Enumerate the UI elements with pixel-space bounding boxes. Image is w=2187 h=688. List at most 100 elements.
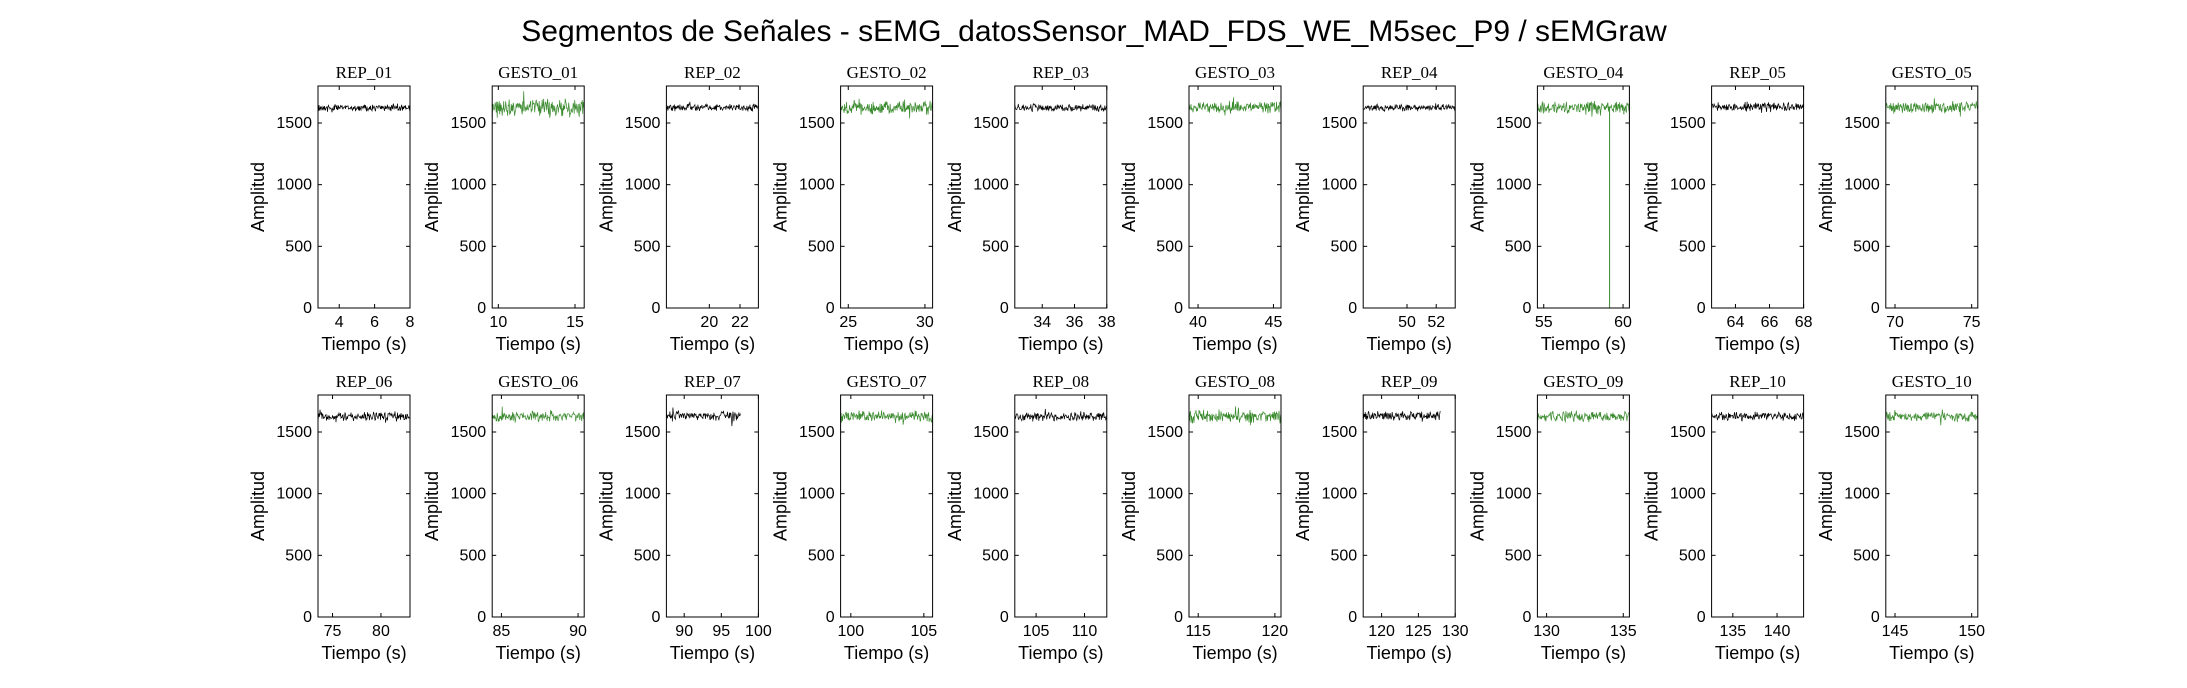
y-tick-label: 0 xyxy=(1348,609,1357,626)
x-axis-label: Tiempo (s) xyxy=(670,643,755,663)
y-tick-label: 1000 xyxy=(1147,486,1183,503)
y-tick-label: 1500 xyxy=(799,424,835,441)
axes-box xyxy=(317,85,411,309)
y-tick-label: 1500 xyxy=(276,115,312,132)
panel-rep-08: 0 500 1000 1500 105 110 REP_08 Tiempo (s) Amplit… xyxy=(945,372,1108,663)
y-tick-label: 500 xyxy=(459,238,486,255)
x-axis-label: Tiempo (s) xyxy=(844,334,929,354)
y-axis-label: Amplitud xyxy=(596,162,616,232)
y-tick-label: 1000 xyxy=(1496,177,1532,194)
axes-box xyxy=(1885,394,1979,618)
x-axis-label: Tiempo (s) xyxy=(1192,643,1277,663)
y-tick-label: 1000 xyxy=(1844,177,1880,194)
y-tick-label: 1500 xyxy=(625,424,661,441)
x-tick-label: 50 xyxy=(1398,314,1416,331)
y-tick-label: 500 xyxy=(1679,238,1706,255)
x-tick-label: 95 xyxy=(712,623,730,640)
panel-title: REP_10 xyxy=(1729,372,1786,391)
x-tick-label: 45 xyxy=(1265,314,1283,331)
panel-rep-01: 0 500 1000 1500 4 6 8 REP_01 Tiempo (s) Amplitud xyxy=(248,63,415,354)
signal-trace xyxy=(1537,410,1630,423)
y-tick-label: 500 xyxy=(1156,238,1183,255)
axes-box xyxy=(1711,394,1805,618)
y-tick-label: 500 xyxy=(1505,547,1532,564)
x-tick-label: 64 xyxy=(1727,314,1745,331)
signal-trace xyxy=(1711,101,1804,113)
y-tick-label: 500 xyxy=(1853,547,1880,564)
y-tick-label: 500 xyxy=(982,547,1009,564)
panel-title: GESTO_09 xyxy=(1543,372,1623,391)
x-axis-label: Tiempo (s) xyxy=(1018,334,1103,354)
y-axis-label: Amplitud xyxy=(596,471,616,541)
x-tick-label: 8 xyxy=(406,314,415,331)
y-tick-label: 500 xyxy=(982,238,1009,255)
signal-trace xyxy=(840,98,933,119)
y-tick-label: 1500 xyxy=(1322,424,1358,441)
y-tick-label: 1000 xyxy=(451,486,487,503)
panel-title: GESTO_05 xyxy=(1892,63,1972,82)
panel-gesto-06: 0 500 1000 1500 85 90 GESTO_06 Tiempo (s) Amplit… xyxy=(422,372,587,663)
x-tick-label: 68 xyxy=(1795,314,1813,331)
y-tick-label: 0 xyxy=(303,609,312,626)
y-tick-label: 1500 xyxy=(799,115,835,132)
y-tick-label: 0 xyxy=(826,300,835,317)
panel-rep-09: 0 500 1000 1500 120 125 130 REP_09 Tiempo (s) Amp… xyxy=(1293,372,1468,663)
panel-rep-03: 0 500 1000 1500 34 36 38 REP_03 Tiempo (s) Amplit… xyxy=(945,63,1116,354)
panel-rep-02: 0 500 1000 1500 20 22 REP_02 Tiempo (s) Amplitud xyxy=(596,63,759,354)
figure-title: Segmentos de Señales - sEMG_datosSensor_… xyxy=(521,15,1667,48)
y-tick-label: 0 xyxy=(1697,300,1706,317)
y-tick-label: 0 xyxy=(477,609,486,626)
signal-trace xyxy=(491,91,585,118)
y-tick-label: 1500 xyxy=(1496,115,1532,132)
panel-gesto-05: 0 500 1000 1500 70 75 GESTO_05 Tiempo (s) Amplit… xyxy=(1816,63,1981,354)
y-tick-label: 0 xyxy=(477,300,486,317)
x-tick-label: 150 xyxy=(1958,623,1985,640)
y-axis-label: Amplitud xyxy=(1816,471,1836,541)
axes-box xyxy=(840,85,934,309)
x-axis-label: Tiempo (s) xyxy=(1889,334,1974,354)
x-tick-label: 20 xyxy=(700,314,718,331)
y-tick-label: 1000 xyxy=(276,486,312,503)
axes-box xyxy=(1188,394,1282,618)
x-axis-label: Tiempo (s) xyxy=(1715,334,1800,354)
signal-trace xyxy=(1537,100,1630,117)
x-axis-label: Tiempo (s) xyxy=(1367,334,1452,354)
y-tick-label: 500 xyxy=(285,547,312,564)
signal-trace xyxy=(491,406,585,423)
x-tick-label: 38 xyxy=(1098,314,1116,331)
y-tick-label: 1500 xyxy=(973,424,1009,441)
y-tick-label: 0 xyxy=(1871,609,1880,626)
y-tick-label: 1000 xyxy=(973,177,1009,194)
x-axis-label: Tiempo (s) xyxy=(321,643,406,663)
y-tick-label: 1000 xyxy=(1322,486,1358,503)
panel-title: REP_06 xyxy=(336,372,393,391)
panel-title: REP_05 xyxy=(1729,63,1786,82)
y-tick-label: 500 xyxy=(634,238,661,255)
y-axis-label: Amplitud xyxy=(248,471,268,541)
y-axis-label: Amplitud xyxy=(422,162,442,232)
x-axis-label: Tiempo (s) xyxy=(1889,643,1974,663)
x-tick-label: 34 xyxy=(1033,314,1051,331)
y-axis-label: Amplitud xyxy=(1642,162,1662,232)
axes-box xyxy=(1711,85,1805,309)
y-tick-label: 1500 xyxy=(451,115,487,132)
axes-box xyxy=(491,85,585,309)
y-axis-label: Amplitud xyxy=(945,162,965,232)
panel-gesto-09: 0 500 1000 1500 130 135 GESTO_09 Tiempo (s) Ampl… xyxy=(1467,372,1636,663)
x-axis-label: Tiempo (s) xyxy=(321,334,406,354)
signal-trace xyxy=(666,101,759,113)
y-tick-label: 1000 xyxy=(1844,486,1880,503)
y-tick-label: 0 xyxy=(1174,609,1183,626)
panel-title: REP_04 xyxy=(1381,63,1438,82)
x-tick-label: 130 xyxy=(1533,623,1560,640)
panel-title: REP_01 xyxy=(336,63,393,82)
x-tick-label: 100 xyxy=(745,623,772,640)
x-tick-label: 55 xyxy=(1535,314,1553,331)
x-tick-label: 90 xyxy=(569,623,587,640)
panel-gesto-02: 0 500 1000 1500 25 30 GESTO_02 Tiempo (s) Amplit… xyxy=(771,63,934,354)
panel-title: GESTO_08 xyxy=(1195,372,1275,391)
y-tick-label: 500 xyxy=(808,547,835,564)
signal-trace xyxy=(1362,410,1441,422)
panel-title: REP_09 xyxy=(1381,372,1438,391)
y-tick-label: 1000 xyxy=(276,177,312,194)
